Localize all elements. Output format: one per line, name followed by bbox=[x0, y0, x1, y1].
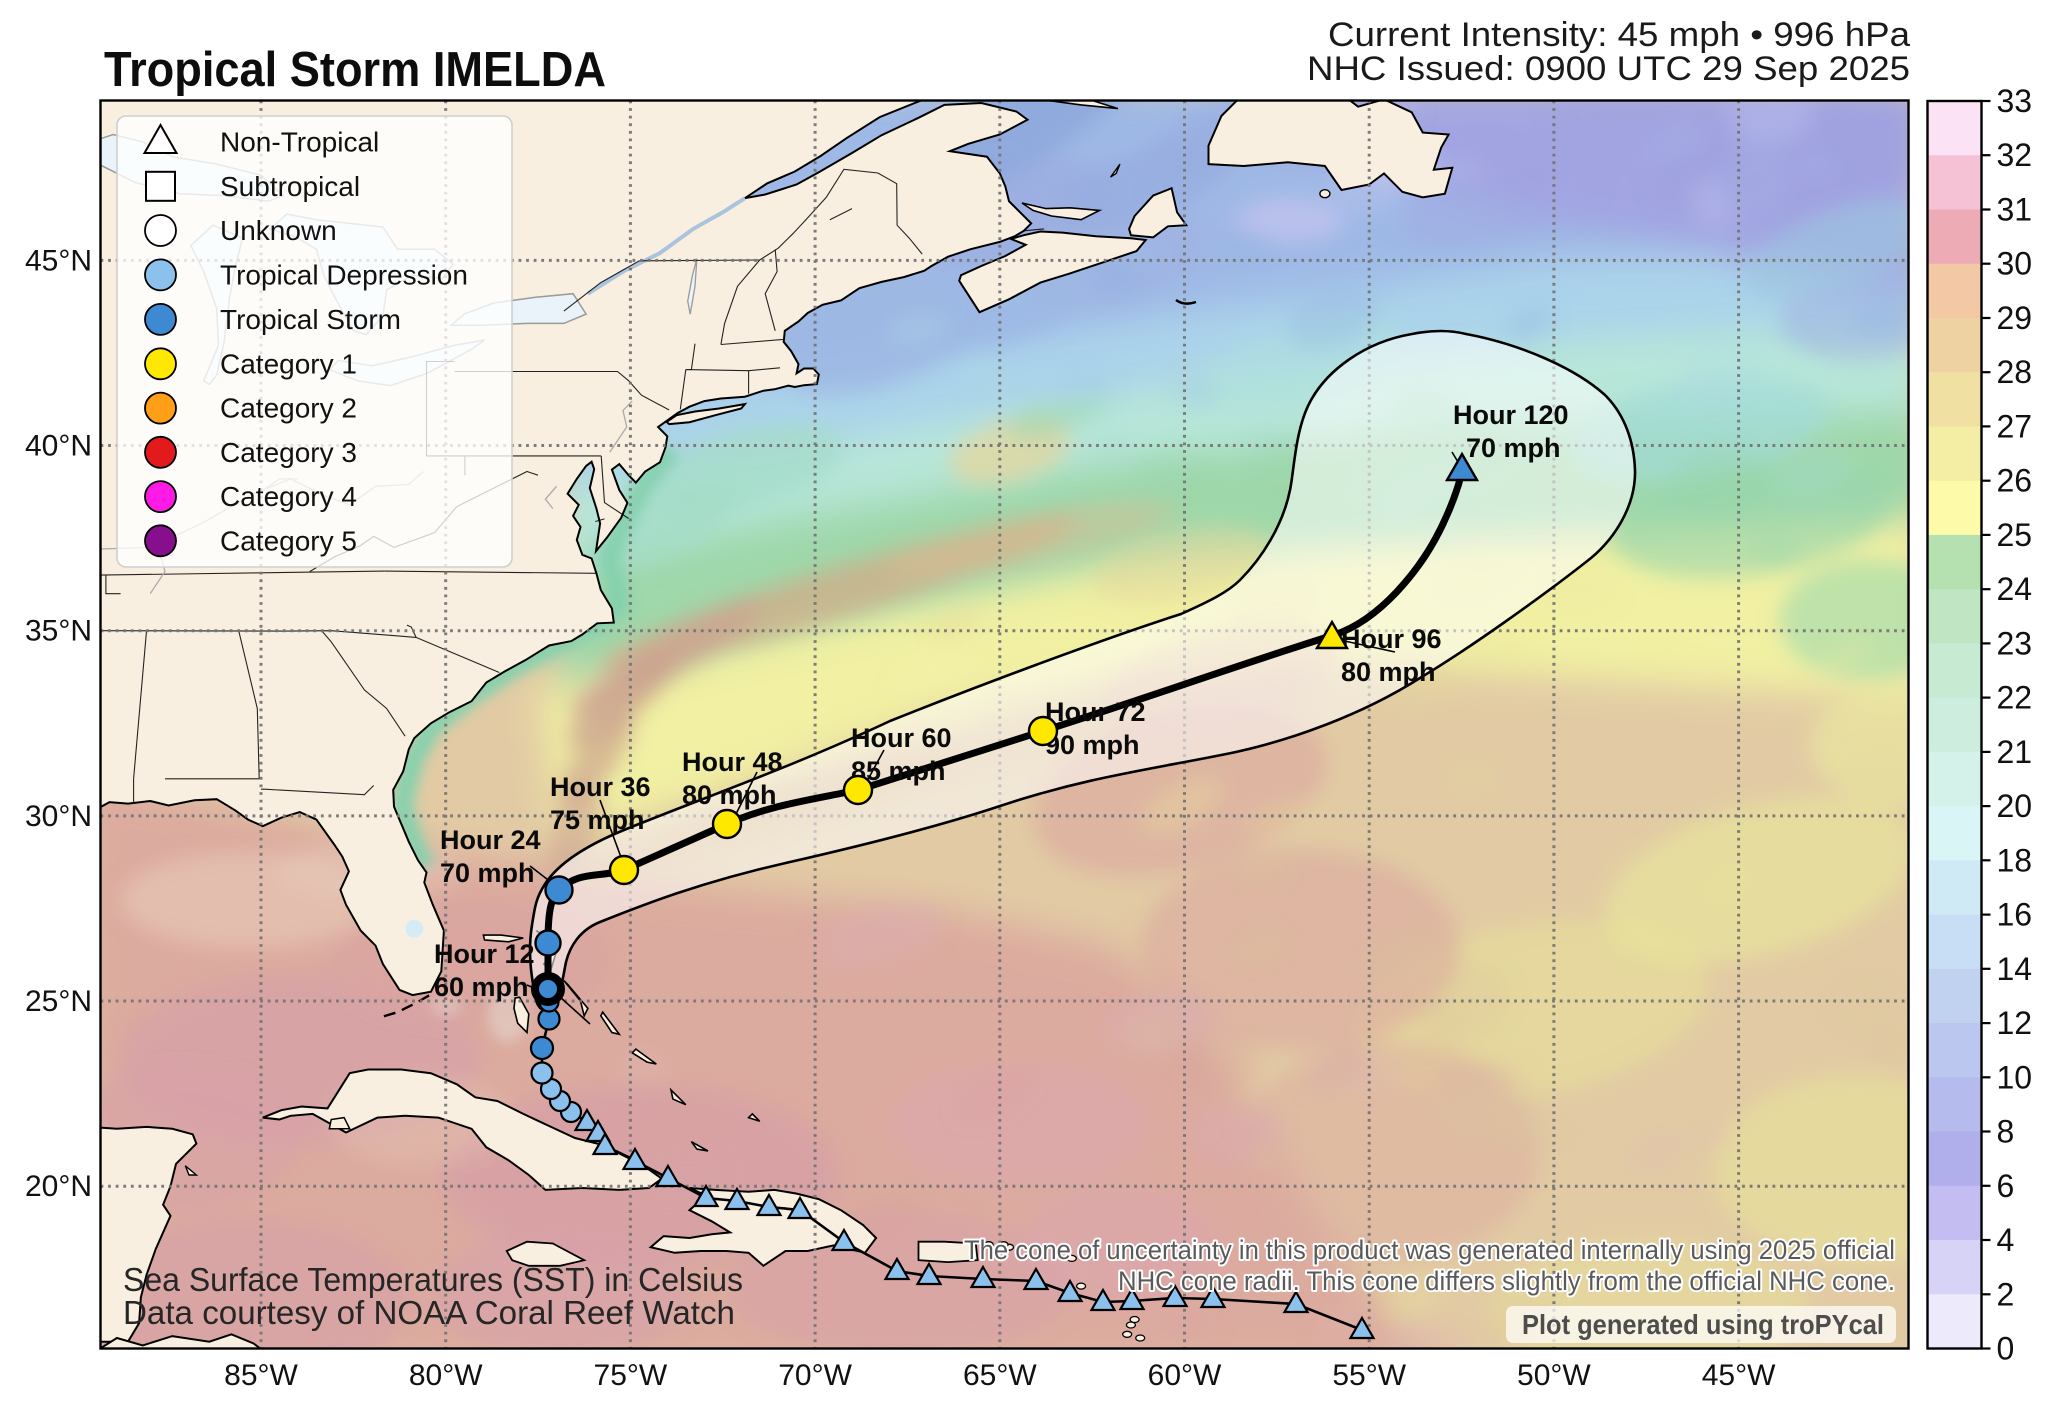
svg-text:30: 30 bbox=[1997, 246, 2033, 282]
svg-text:8: 8 bbox=[1997, 1114, 2015, 1150]
svg-text:6: 6 bbox=[1997, 1168, 2015, 1204]
svg-text:Data courtesy of NOAA Coral Re: Data courtesy of NOAA Coral Reef Watch bbox=[123, 1294, 735, 1331]
svg-text:60°W: 60°W bbox=[1148, 1359, 1222, 1392]
svg-text:70 mph: 70 mph bbox=[440, 858, 535, 888]
svg-text:16: 16 bbox=[1997, 897, 2033, 933]
svg-text:12: 12 bbox=[1997, 1005, 2033, 1041]
svg-text:Sea Surface Temperatures (SST): Sea Surface Temperatures (SST) in Celsiu… bbox=[123, 1261, 743, 1298]
svg-text:Non-Tropical: Non-Tropical bbox=[220, 127, 379, 158]
svg-text:0: 0 bbox=[1997, 1331, 2015, 1367]
svg-text:70°W: 70°W bbox=[778, 1359, 852, 1392]
svg-text:Tropical Depression: Tropical Depression bbox=[220, 259, 468, 290]
svg-text:2: 2 bbox=[1997, 1276, 2015, 1312]
svg-text:55°W: 55°W bbox=[1332, 1359, 1406, 1392]
svg-text:Category 2: Category 2 bbox=[220, 393, 357, 424]
svg-text:60 mph: 60 mph bbox=[434, 972, 529, 1002]
svg-text:Subtropical: Subtropical bbox=[220, 171, 360, 202]
svg-text:35°N: 35°N bbox=[25, 615, 92, 648]
svg-text:Hour 96: Hour 96 bbox=[1341, 624, 1442, 654]
svg-text:75 mph: 75 mph bbox=[550, 805, 645, 835]
svg-text:70 mph: 70 mph bbox=[1466, 433, 1561, 463]
svg-text:20°N: 20°N bbox=[25, 1170, 92, 1203]
svg-text:10: 10 bbox=[1997, 1059, 2033, 1095]
svg-text:20: 20 bbox=[1997, 788, 2033, 824]
svg-text:14: 14 bbox=[1997, 951, 2033, 987]
svg-text:Hour 72: Hour 72 bbox=[1045, 697, 1146, 727]
svg-text:Hour 120: Hour 120 bbox=[1453, 400, 1569, 430]
svg-text:75°W: 75°W bbox=[594, 1359, 668, 1392]
svg-text:65°W: 65°W bbox=[963, 1359, 1037, 1392]
svg-text:Category 1: Category 1 bbox=[220, 348, 357, 379]
svg-text:45°W: 45°W bbox=[1702, 1359, 1776, 1392]
svg-text:The cone of uncertainty in thi: The cone of uncertainty in this product … bbox=[964, 1235, 1895, 1265]
svg-text:Unknown: Unknown bbox=[220, 215, 337, 246]
svg-text:27: 27 bbox=[1997, 408, 2033, 444]
svg-text:Current Intensity: 45 mph • 99: Current Intensity: 45 mph • 996 hPa bbox=[1328, 16, 1910, 54]
svg-text:50°W: 50°W bbox=[1517, 1359, 1591, 1392]
svg-text:Tropical Storm IMELDA: Tropical Storm IMELDA bbox=[104, 43, 606, 97]
svg-text:32: 32 bbox=[1997, 137, 2033, 173]
svg-text:Category 4: Category 4 bbox=[220, 481, 357, 512]
svg-text:Hour 12: Hour 12 bbox=[434, 939, 535, 969]
svg-text:45°N: 45°N bbox=[25, 244, 92, 277]
svg-text:NHC Issued: 0900 UTC 29 Sep 20: NHC Issued: 0900 UTC 29 Sep 2025 bbox=[1307, 50, 1910, 88]
svg-text:40°N: 40°N bbox=[25, 430, 92, 463]
svg-text:33: 33 bbox=[1997, 83, 2033, 119]
svg-text:Category 5: Category 5 bbox=[220, 525, 357, 556]
svg-text:23: 23 bbox=[1997, 625, 2033, 661]
svg-text:18: 18 bbox=[1997, 842, 2033, 878]
svg-text:4: 4 bbox=[1997, 1222, 2015, 1258]
svg-text:Tropical Storm: Tropical Storm bbox=[220, 304, 401, 335]
svg-text:26: 26 bbox=[1997, 463, 2033, 499]
svg-text:80°W: 80°W bbox=[409, 1359, 483, 1392]
svg-text:25: 25 bbox=[1997, 517, 2033, 553]
svg-text:90 mph: 90 mph bbox=[1045, 730, 1140, 760]
svg-text:80 mph: 80 mph bbox=[1341, 657, 1436, 687]
svg-text:Hour 24: Hour 24 bbox=[440, 825, 541, 855]
svg-text:Plot generated using troPYcal: Plot generated using troPYcal bbox=[1522, 1309, 1884, 1340]
svg-text:Hour 48: Hour 48 bbox=[682, 747, 783, 777]
svg-text:25°N: 25°N bbox=[25, 985, 92, 1018]
svg-text:29: 29 bbox=[1997, 300, 2033, 336]
svg-text:30°N: 30°N bbox=[25, 800, 92, 833]
svg-text:22: 22 bbox=[1997, 680, 2033, 716]
svg-text:Category 3: Category 3 bbox=[220, 437, 357, 468]
svg-text:Hour 36: Hour 36 bbox=[550, 772, 651, 802]
svg-text:80 mph: 80 mph bbox=[682, 780, 777, 810]
svg-text:NHC cone radii. This cone diff: NHC cone radii. This cone differs slight… bbox=[1118, 1266, 1895, 1296]
svg-text:21: 21 bbox=[1997, 734, 2033, 770]
svg-text:Hour 60: Hour 60 bbox=[851, 723, 952, 753]
svg-text:31: 31 bbox=[1997, 192, 2033, 228]
svg-text:85°W: 85°W bbox=[224, 1359, 298, 1392]
svg-text:24: 24 bbox=[1997, 571, 2033, 607]
svg-text:28: 28 bbox=[1997, 354, 2033, 390]
